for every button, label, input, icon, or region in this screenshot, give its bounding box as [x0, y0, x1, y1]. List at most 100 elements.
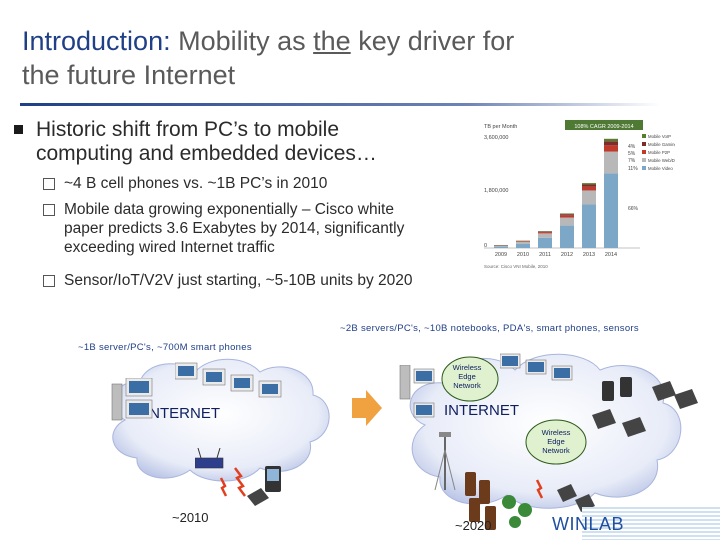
cisco-traffic-chart: 108% CAGR 2009-2014 TB per Month 3,600,0…	[470, 110, 675, 280]
monitor-screen	[206, 372, 222, 382]
cagr-badge	[565, 120, 643, 130]
transition-arrow-icon	[352, 390, 382, 426]
wireless-edge-bubble-right	[525, 419, 587, 465]
monitor-screen	[262, 384, 278, 394]
x-tick-label: 2012	[561, 252, 573, 258]
phone-icon	[602, 381, 614, 401]
legend-swatch	[642, 134, 646, 138]
pct-label: 4%	[628, 144, 636, 150]
title-line2: the future Internet	[22, 60, 236, 90]
phone-icon	[465, 472, 476, 496]
monitor-screen	[416, 405, 432, 415]
pct-label: 11%	[628, 166, 638, 172]
laptop-icon	[622, 417, 646, 437]
sub-bullet-3: Sensor/IoT/V2V just starting, ~5-10B uni…	[64, 272, 413, 289]
bar-segment	[560, 217, 574, 226]
checkbox-bullet-icon	[43, 204, 55, 216]
legend-swatch	[642, 142, 646, 146]
title-emphasis: the	[313, 26, 351, 56]
monitor-screen	[416, 371, 432, 381]
bar-segment	[560, 214, 574, 216]
pct-label: 7%	[628, 158, 636, 164]
antenna	[197, 448, 202, 459]
pct-label: 66%	[628, 206, 639, 212]
laptop-icon	[674, 389, 698, 409]
bar-segment	[516, 241, 530, 244]
wireless-signal-icon	[219, 477, 228, 497]
arrow-shape	[352, 390, 382, 426]
tower-antenna	[439, 432, 451, 437]
legend-label: Mobile Web/Data	[648, 158, 675, 163]
x-tick-label: 2009	[495, 252, 507, 258]
sub-bullet-1: ~4 B cell phones vs. ~1B PC’s in 2010	[64, 175, 328, 192]
caption-2010: ~1B server/PC's, ~700M smart phones	[78, 342, 252, 353]
laptop-icon	[557, 484, 577, 502]
sub-bullet-2-line2: paper predicts 3.6 Exabytes by 2014, sig…	[64, 220, 405, 237]
sub-bullet-2: Mobile data growing exponentially – Cisc…	[64, 200, 464, 257]
phone-icon	[620, 377, 632, 397]
legend-label: Mobile Video	[648, 166, 673, 171]
sensor-icon	[509, 516, 521, 528]
pc-group-top-right-icon	[500, 353, 573, 381]
bar-segment	[494, 245, 508, 247]
bar-segment	[494, 246, 508, 248]
bar-segment	[582, 186, 596, 191]
phone-icon	[485, 506, 496, 530]
winlab-logo: WINLAB	[552, 514, 625, 534]
bar-segment	[516, 243, 530, 248]
sensor-icon	[518, 503, 532, 517]
legend-swatch	[642, 166, 646, 170]
chart-ylabel: TB per Month	[484, 124, 517, 130]
pct-label: 5%	[628, 151, 636, 157]
monitor-screen	[554, 368, 570, 378]
tower-leg	[434, 449, 446, 491]
caption-2020: ~2B servers/PC's, ~10B notebooks, PDA's,…	[340, 323, 639, 334]
bar-segment	[582, 190, 596, 205]
checkbox-bullet-icon	[43, 275, 55, 287]
sensor-icon	[502, 495, 516, 509]
monitor-screen	[234, 378, 250, 388]
bar-segment	[538, 231, 552, 233]
legend-label: Mobile P2P	[648, 150, 670, 155]
x-tick-label: 2010	[517, 252, 529, 258]
cagr-badge-text: 108% CAGR 2009-2014	[574, 124, 633, 130]
legend-label: Mobile VoIP	[648, 134, 671, 139]
monitor-screen	[502, 356, 518, 366]
legend-swatch	[642, 150, 646, 154]
internet-label-2020: INTERNET	[444, 402, 519, 419]
bar-segment	[604, 141, 618, 146]
edge-bubble	[441, 356, 499, 402]
monitor-screen	[528, 362, 544, 372]
wireless-signal-icon	[234, 467, 246, 497]
sub-bullet-2-line1: Mobile data growing exponentially – Cisc…	[64, 201, 394, 218]
x-tick-label: 2014	[605, 252, 617, 258]
checkbox-bullet-icon	[43, 178, 55, 190]
slide-title: Introduction: Mobility as the key driver…	[22, 24, 712, 92]
bullet-main-line2: computing and embedded devices…	[36, 142, 377, 165]
yaxis-zero-label: 0	[484, 243, 487, 249]
bar-segment	[604, 151, 618, 174]
bullet-main: Historic shift from PC’s to mobile compu…	[36, 118, 466, 166]
laptop-icon	[592, 409, 616, 429]
laptop-icon	[247, 488, 269, 506]
pc-group-top-icon	[175, 362, 282, 398]
antenna	[216, 448, 221, 459]
server-group-right-icon	[399, 365, 435, 418]
wireless-devices-left-icon	[195, 448, 281, 506]
bar-segment	[538, 237, 552, 248]
legend-swatch	[642, 158, 646, 162]
wireless-signal-icon	[535, 479, 544, 499]
title-mid: Mobility as	[170, 26, 314, 56]
monitor-screen	[129, 381, 149, 393]
bar-segment	[604, 173, 618, 248]
bullet-main-line1: Historic shift from PC’s to mobile	[36, 118, 340, 141]
yaxis-mid-label: 1,800,000	[484, 188, 508, 194]
x-tick-label: 2011	[539, 252, 551, 258]
tower-leg	[444, 449, 456, 491]
router-icon	[195, 457, 224, 469]
mobile-devices-right-icon	[592, 377, 698, 437]
x-tick-label: 2013	[583, 252, 595, 258]
yaxis-top-label: 3,600,000	[484, 135, 508, 141]
bar-segment	[582, 204, 596, 248]
bar-segment	[604, 138, 618, 142]
